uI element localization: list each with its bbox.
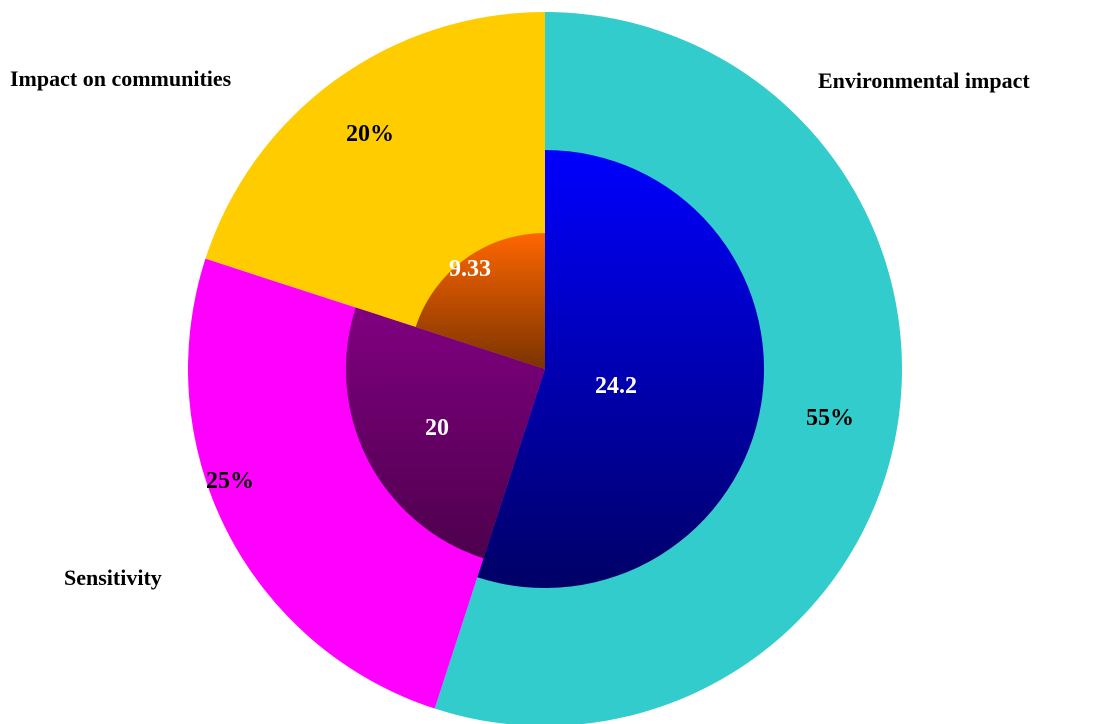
inner-slice-sensitivity (345, 307, 545, 559)
category-label-sensitivity: Sensitivity (64, 565, 162, 590)
outer-slice-label-sensitivity: 25% (206, 468, 254, 494)
category-label-environmental-impact: Environmental impact (818, 68, 1030, 93)
inner-slice-label-environmental-impact: 24.2 (595, 373, 637, 399)
inner-slice-label-sensitivity: 20 (425, 415, 449, 441)
outer-slice-label-environmental-impact: 55% (806, 405, 854, 431)
inner-slice-impact-on-communities (415, 233, 545, 369)
category-label-impact-on-communities: Impact on communities (10, 66, 232, 91)
outer-slice-label-impact-on-communities: 20% (346, 121, 394, 147)
inner-ring (345, 150, 765, 588)
labels-layer: Environmental impact Sensitivity Impact … (10, 66, 1030, 590)
inner-slice-environmental-impact (477, 150, 765, 588)
inner-slice-label-impact-on-communities: 9.33 (449, 256, 491, 282)
